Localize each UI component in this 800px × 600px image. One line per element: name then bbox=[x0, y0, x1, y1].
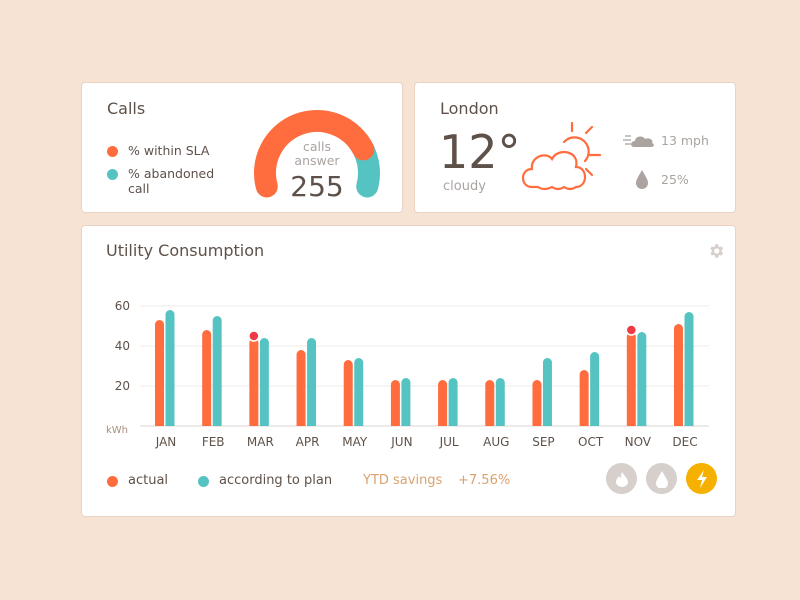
ytd-label: YTD savings bbox=[363, 473, 443, 488]
calls-title: Calls bbox=[107, 99, 146, 118]
bar-actual bbox=[390, 380, 400, 426]
alert-dot bbox=[248, 330, 260, 342]
legend-plan: according to plan bbox=[198, 473, 332, 488]
humidity: 25% bbox=[661, 172, 689, 187]
gauge-sla-arc bbox=[254, 110, 375, 198]
bar-actual bbox=[155, 320, 164, 426]
x-tick-label: JUN bbox=[390, 435, 412, 449]
condition: cloudy bbox=[443, 179, 486, 194]
gear-icon[interactable] bbox=[707, 242, 725, 260]
ytd-value: +7.56% bbox=[458, 473, 511, 488]
bar-actual bbox=[532, 380, 542, 426]
y-tick-label: 20 bbox=[115, 379, 130, 393]
x-tick-label: JUL bbox=[439, 435, 459, 449]
bar-actual bbox=[485, 380, 495, 426]
bar-plan bbox=[684, 312, 694, 426]
gauge-label-2: answer bbox=[294, 153, 340, 168]
x-tick-label: AUG bbox=[483, 435, 509, 449]
legend-label: actual bbox=[128, 473, 169, 488]
electricity-toggle-button[interactable] bbox=[686, 463, 717, 494]
temperature: 12° bbox=[439, 125, 521, 179]
wind-icon bbox=[623, 135, 654, 147]
legend-label: according to plan bbox=[219, 473, 333, 488]
flame-icon bbox=[615, 471, 628, 487]
calls-gauge: calls answer 255 bbox=[254, 110, 380, 203]
gauge-label-1: calls bbox=[303, 139, 331, 154]
bar-plan bbox=[542, 358, 552, 426]
legend-dot bbox=[198, 476, 209, 487]
y-tick-label: 60 bbox=[115, 299, 130, 313]
bar-actual bbox=[626, 332, 636, 426]
y-axis-label: kWh bbox=[106, 425, 128, 436]
wind-speed: 13 mph bbox=[661, 133, 709, 148]
alert-dot bbox=[625, 324, 638, 336]
bar-actual bbox=[579, 370, 589, 426]
weather-card: London 12° cloudy 13 mph 25% bbox=[414, 82, 736, 213]
legend-within-sla: % within SLA bbox=[107, 143, 209, 158]
bar-plan bbox=[307, 338, 317, 426]
x-tick-label: DEC bbox=[672, 435, 697, 449]
bar-plan bbox=[448, 378, 458, 426]
bar-plan bbox=[259, 338, 269, 426]
x-tick-label: NOV bbox=[625, 435, 652, 449]
legend-dot bbox=[107, 146, 118, 157]
y-tick-label: 40 bbox=[115, 339, 130, 353]
bar-actual bbox=[343, 360, 353, 426]
x-tick-label: MAY bbox=[342, 435, 368, 449]
x-tick-label: APR bbox=[296, 435, 320, 449]
bar-actual bbox=[202, 330, 212, 426]
city-name: London bbox=[440, 99, 499, 118]
water-toggle-button[interactable] bbox=[646, 463, 677, 494]
bar-plan bbox=[212, 316, 222, 426]
sun-cloud-icon bbox=[521, 121, 602, 191]
bar-plan bbox=[401, 378, 411, 426]
humidity-drop-icon bbox=[636, 170, 648, 189]
bar-actual bbox=[674, 324, 683, 426]
legend-abandoned: % abandoned call bbox=[107, 166, 237, 196]
x-tick-label: FEB bbox=[202, 435, 225, 449]
bar-plan bbox=[495, 378, 505, 426]
gas-toggle-button[interactable] bbox=[606, 463, 637, 494]
bar-actual bbox=[296, 350, 306, 426]
utility-card: Utility Consumption 20 40 60 kWh JAN FEB MAR AP… bbox=[81, 225, 736, 517]
utility-title: Utility Consumption bbox=[106, 241, 265, 260]
legend-actual: actual bbox=[107, 473, 168, 488]
legend-dot bbox=[107, 169, 118, 180]
gauge-value: 255 bbox=[290, 170, 343, 203]
bar-plan bbox=[354, 358, 364, 426]
x-tick-label: OCT bbox=[578, 435, 604, 449]
bar-plan bbox=[165, 310, 175, 426]
x-tick-label: JAN bbox=[155, 435, 177, 449]
utility-chart: 20 40 60 kWh JAN FEB MAR APR MAY JUN JUL AUG SEP OCT N… bbox=[106, 299, 709, 449]
lightning-icon bbox=[696, 469, 707, 488]
legend-label: % abandoned call bbox=[128, 166, 215, 196]
calls-card: Calls % within SLA % abandoned call call… bbox=[81, 82, 403, 213]
bar-plan bbox=[637, 332, 647, 426]
bar-actual bbox=[438, 380, 448, 426]
legend-dot bbox=[107, 476, 118, 487]
x-tick-label: SEP bbox=[532, 435, 554, 449]
bar-plan bbox=[590, 352, 600, 426]
bar-actual bbox=[249, 338, 259, 426]
legend-label: % within SLA bbox=[128, 143, 210, 158]
x-tick-label: MAR bbox=[247, 435, 274, 449]
drop-icon bbox=[655, 470, 668, 488]
